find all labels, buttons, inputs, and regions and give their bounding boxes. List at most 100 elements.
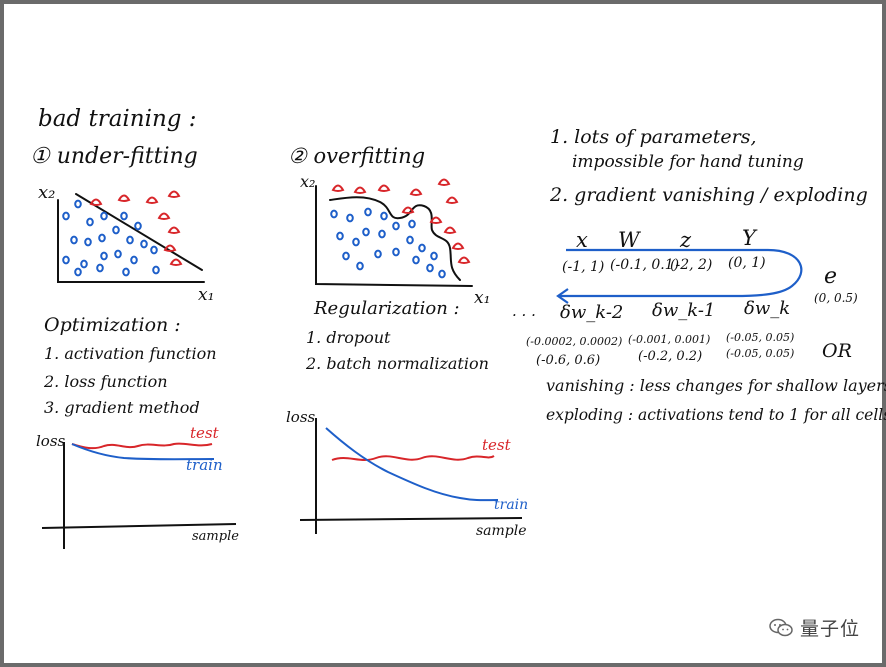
blue-sample-marker — [126, 235, 134, 245]
blue-sample-marker — [426, 263, 434, 273]
blue-sample-marker — [438, 269, 446, 279]
blue-sample-marker — [74, 199, 82, 209]
blue-sample-marker — [418, 243, 426, 253]
blue-sample-marker — [150, 245, 158, 255]
blue-sample-marker — [352, 237, 360, 247]
blue-sample-marker — [130, 255, 138, 265]
regularization-title: Regularization : — [314, 298, 460, 319]
plot-left-train-label: train — [186, 456, 223, 474]
whiteboard: bad training : ① under-fitting x₂ x₁ Opt… — [4, 4, 886, 663]
blue-sample-marker — [62, 255, 70, 265]
point-1-line-a: 1. lots of parameters, — [550, 126, 757, 148]
range-y: (0, 1) — [728, 255, 766, 271]
range-z: (-2, 2) — [670, 257, 713, 273]
blue-sample-marker — [62, 211, 70, 221]
red-sample-marker — [117, 194, 131, 202]
blue-sample-marker — [74, 267, 82, 277]
blue-sample-marker — [362, 227, 370, 237]
blue-sample-marker — [70, 235, 78, 245]
plot-mid-test-label: test — [482, 436, 511, 454]
red-sample-marker — [443, 226, 457, 234]
red-sample-marker — [377, 184, 391, 192]
red-sample-marker — [167, 226, 181, 234]
blue-sample-marker — [430, 251, 438, 261]
plot-left-ylabel: loss — [36, 432, 66, 450]
or-label: OR — [822, 340, 852, 362]
delta-k-2: δw_k-2 — [560, 302, 624, 323]
range-x: (-1, 1) — [562, 259, 605, 275]
axis-label-x1-mid: x₁ — [474, 288, 491, 308]
red-sample-marker — [89, 198, 103, 206]
blue-sample-marker — [80, 259, 88, 269]
plot-mid-xlabel: sample — [476, 523, 527, 539]
regularization-item-2: 2. batch normalization — [306, 354, 489, 373]
optimization-item-2: 2. loss function — [44, 372, 168, 391]
range-w: (-0.1, 0.1) — [610, 257, 680, 273]
plot-left-xlabel: sample — [192, 529, 239, 544]
blue-sample-marker — [408, 219, 416, 229]
error-range: (0, 0.5) — [814, 291, 858, 305]
red-sample-marker — [437, 178, 451, 186]
blue-sample-marker — [98, 233, 106, 243]
var-w: W — [618, 228, 640, 252]
delta-range-a-k-1: (-0.001, 0.001) — [628, 333, 711, 346]
var-x: x — [576, 228, 588, 252]
red-sample-marker — [167, 190, 181, 198]
optimization-item-1: 1. activation function — [44, 344, 217, 363]
heading-bad-training: bad training : — [38, 106, 197, 132]
red-sample-marker — [163, 244, 177, 252]
blue-sample-marker — [120, 211, 128, 221]
optimization-title: Optimization : — [44, 314, 181, 336]
watermark-text: 量子位 — [799, 618, 860, 640]
delta-range-a-k: (-0.05, 0.05) — [726, 331, 795, 344]
red-sample-marker — [353, 186, 367, 194]
delta-range-b-k: (-0.05, 0.05) — [726, 347, 795, 360]
blue-sample-marker — [374, 249, 382, 259]
blue-sample-marker — [336, 231, 344, 241]
blue-sample-marker — [346, 213, 354, 223]
axis-label-x1: x₁ — [198, 285, 215, 305]
blue-sample-marker — [356, 261, 364, 271]
axis-label-x2-mid: x₂ — [300, 172, 316, 191]
axis-label-x2: x₂ — [38, 182, 56, 203]
exploding-note: exploding : activations tend to 1 for al… — [546, 406, 886, 424]
blue-sample-marker — [412, 255, 420, 265]
plot-mid-train-label: train — [494, 497, 529, 513]
red-sample-marker — [401, 206, 415, 214]
red-sample-marker — [445, 196, 459, 204]
optimization-item-3: 3. gradient method — [44, 398, 200, 417]
blue-sample-marker — [392, 247, 400, 257]
var-z: z — [680, 228, 692, 252]
red-sample-marker — [169, 258, 183, 266]
blue-sample-marker — [330, 209, 338, 219]
plot-left-test-label: test — [190, 424, 219, 442]
blue-sample-marker — [100, 211, 108, 221]
wechat-icon — [769, 618, 793, 636]
point-2: 2. gradient vanishing / exploding — [550, 184, 868, 206]
red-sample-marker — [331, 184, 345, 192]
blue-sample-marker — [84, 237, 92, 247]
red-sample-marker — [429, 216, 443, 224]
blue-sample-marker — [152, 265, 160, 275]
blue-sample-marker — [392, 221, 400, 231]
blue-sample-marker — [342, 251, 350, 261]
blue-sample-marker — [86, 217, 94, 227]
point-1-line-b: impossible for hand tuning — [572, 152, 804, 172]
red-sample-marker — [157, 212, 171, 220]
blue-sample-marker — [380, 211, 388, 221]
blue-sample-marker — [114, 249, 122, 259]
delta-range-b-k-2: (-0.6, 0.6) — [536, 353, 601, 368]
blue-sample-marker — [122, 267, 130, 277]
plot-mid-ylabel: loss — [286, 408, 316, 426]
blue-sample-marker — [112, 225, 120, 235]
red-sample-marker — [451, 242, 465, 250]
heading-underfitting: ① under-fitting — [30, 144, 198, 169]
blue-sample-marker — [100, 251, 108, 261]
var-y: Y — [742, 226, 756, 250]
delta-k-1: δw_k-1 — [652, 300, 716, 321]
blue-sample-marker — [96, 263, 104, 273]
watermark-logo: 量子位 — [768, 614, 860, 641]
delta-range-a-k-2: (-0.0002, 0.0002) — [526, 335, 623, 348]
blue-sample-marker — [140, 239, 148, 249]
red-sample-marker — [145, 196, 159, 204]
